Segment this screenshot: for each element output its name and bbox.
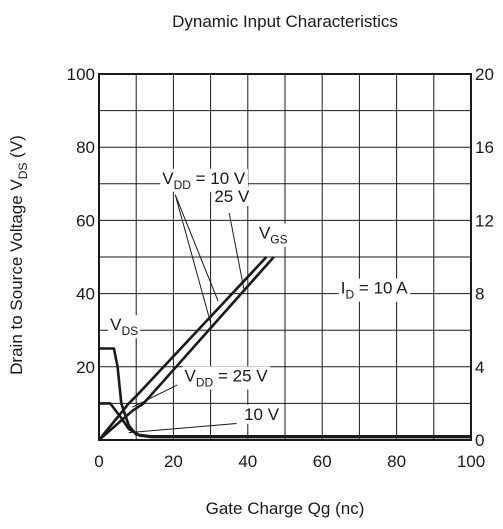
annotation-bg	[108, 315, 141, 339]
annotation-part: = 25 V	[213, 366, 268, 385]
leader-line	[174, 194, 212, 324]
annotation-text: 25 V	[214, 187, 250, 206]
annotation-text: VDD = 10 V	[162, 169, 246, 192]
annotation: VDD = 25 V	[182, 366, 271, 390]
x-tick-label: 40	[238, 452, 257, 471]
annotation-subscript: DD	[174, 178, 192, 192]
annotation-part: V	[110, 315, 122, 334]
annotation-bg	[256, 223, 290, 247]
x-tick-label: 20	[164, 452, 183, 471]
annotation: VGS	[256, 223, 290, 247]
annotation: VDS	[108, 315, 141, 339]
annotation-part: 10 V	[244, 405, 280, 424]
series-line	[99, 402, 471, 439]
leader-line	[174, 194, 219, 302]
y-axis-label: Drain to Source Voltage VDS (V)	[7, 135, 30, 375]
y2-tick-label: 20	[475, 65, 494, 84]
x-tick-label: 0	[94, 452, 103, 471]
annotation-part: V	[162, 169, 174, 188]
annotation-bg	[338, 278, 411, 302]
annotation-subscript: DS	[122, 324, 139, 338]
y-axis-label-main: Drain to Source Voltage V	[7, 179, 26, 375]
leader-line	[228, 212, 245, 291]
y-axis-label-sub: DS	[16, 163, 30, 180]
leader-line	[132, 384, 178, 408]
annotation-subscript: D	[346, 288, 355, 302]
svg-text:Drain to Source Voltage VDS: Drain to Source Voltage VDS (V)	[7, 135, 30, 375]
x-axis-label: Gate Charge Qg (nc)	[206, 499, 365, 518]
y-axis-label-unit: (V)	[7, 135, 26, 162]
annotation-part: V	[259, 224, 271, 243]
annotation: ID = 10 A	[338, 278, 411, 302]
annotation-subscript: GS	[270, 233, 287, 247]
annotation: VDD = 10 V	[160, 168, 248, 192]
annotation-text: 10 V	[244, 405, 280, 424]
chart-title: Dynamic Input Characteristics	[172, 12, 398, 31]
x-tick-label: 100	[457, 452, 485, 471]
y2-tick-label: 4	[475, 358, 484, 377]
y-tick-label: 80	[76, 138, 95, 157]
leader-line	[128, 423, 237, 434]
annotation-part: = 10 V	[191, 169, 246, 188]
y2-tick-label: 12	[475, 211, 494, 230]
y2-tick-label: 8	[475, 285, 484, 304]
y-tick-label: 60	[76, 211, 95, 230]
plot-frame	[98, 73, 472, 441]
annotation-text: VGS	[259, 224, 288, 247]
annotation-part: I	[341, 279, 346, 298]
y-tick-label: 40	[76, 285, 95, 304]
annotation-text: VDS	[110, 315, 138, 338]
tick-labels: 0 20 40 60 80 100 20 40 60 80 100 0 4 8 12 16 20	[67, 65, 494, 471]
series-lines	[97, 256, 471, 441]
x-tick-label: 80	[387, 452, 406, 471]
annotation: 10 V	[242, 404, 282, 424]
annotation-text: ID = 10 A	[341, 279, 408, 302]
y2-tick-label: 16	[475, 138, 494, 157]
annotation-bg	[212, 187, 252, 207]
x-tick-label: 60	[313, 452, 332, 471]
leader-lines	[128, 194, 245, 434]
annotation-subscript: DD	[196, 375, 214, 389]
annotation-bg	[160, 168, 248, 192]
annotation-part: 25 V	[214, 187, 250, 206]
annotation-bg	[182, 366, 271, 390]
y2-tick-label: 0	[475, 431, 484, 450]
series-line	[97, 256, 268, 441]
series-line	[98, 256, 275, 441]
grid	[99, 74, 471, 440]
annotation-part: V	[185, 366, 197, 385]
annotation: 25 V	[212, 187, 252, 207]
y-tick-label: 20	[76, 358, 95, 377]
annotation-bg	[242, 404, 282, 424]
annotation-part: = 10 A	[354, 279, 408, 298]
annotation-text: VDD = 25 V	[185, 366, 269, 389]
y-tick-label: 100	[67, 65, 95, 84]
